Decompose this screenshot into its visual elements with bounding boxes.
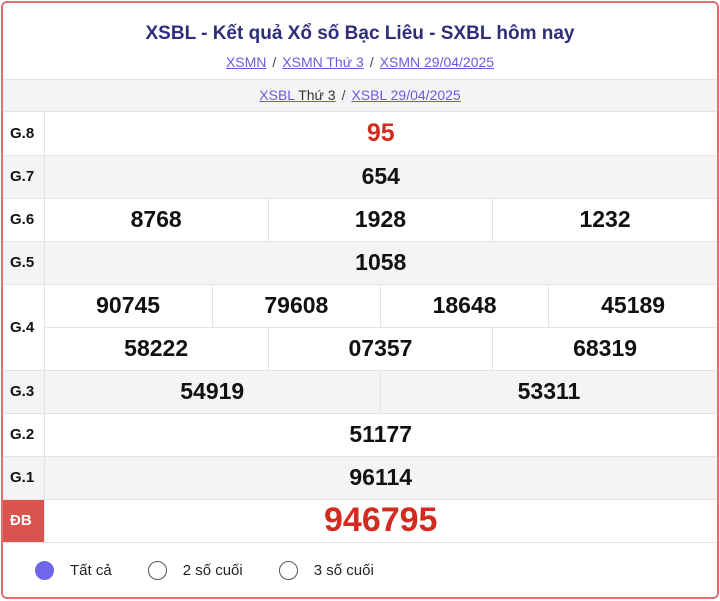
sub-nav: XSBL Thứ 3/XSBL 29/04/2025 — [3, 79, 717, 112]
prize-value: 68319 — [492, 327, 717, 371]
row-g8: G.8 95 — [3, 112, 717, 156]
filter-last2[interactable]: 2 số cuối — [147, 560, 243, 580]
row-g1: G.1 96114 — [3, 456, 717, 500]
page-title: XSBL - Kết quả Xổ số Bạc Liêu - SXBL hôm… — [145, 23, 575, 44]
prize-value: 79608 — [211, 284, 381, 328]
prize-label: G.5 — [3, 241, 45, 285]
breadcrumb-xsmn-thu3[interactable]: XSMN Thứ 3 — [282, 54, 364, 70]
prize-label: G.8 — [3, 112, 45, 156]
prize-label: G.6 — [3, 198, 45, 242]
special-prize-value: 946795 — [44, 499, 717, 543]
prize-label: G.3 — [3, 370, 45, 414]
breadcrumb-xsmn[interactable]: XSMN — [225, 54, 267, 70]
display-filter: Tất cả 2 số cuối 3 số cuối — [3, 543, 717, 580]
xsbl-link-suffix: Thứ 3 — [298, 87, 336, 103]
row-g4b: 58222 07357 68319 — [3, 327, 717, 371]
prize-value: 96114 — [44, 456, 717, 500]
prize-value: 1058 — [44, 241, 717, 285]
radio-icon[interactable] — [278, 560, 298, 580]
prize-label: G.7 — [3, 155, 45, 199]
prize-value: 18648 — [379, 284, 549, 328]
prize-value: 51177 — [44, 413, 717, 457]
prize-value: 90745 — [44, 284, 213, 328]
prize-label: G.1 — [3, 456, 45, 500]
row-g5: G.5 1058 — [3, 241, 717, 285]
row-g3: G.3 54919 53311 — [3, 370, 717, 414]
prize-value: 8768 — [44, 198, 269, 242]
prize-label: G.4 — [3, 284, 45, 371]
breadcrumb-xsmn-date[interactable]: XSMN 29/04/2025 — [379, 54, 495, 70]
prize-value: 45189 — [548, 284, 717, 328]
prize-value: 654 — [44, 155, 717, 199]
filter-label: Tất cả — [70, 561, 112, 579]
prize-label: ĐB — [3, 499, 45, 543]
row-g6: G.6 8768 1928 1232 — [3, 198, 717, 242]
prize-value: 54919 — [44, 370, 381, 414]
filter-last3[interactable]: 3 số cuối — [278, 560, 374, 580]
breadcrumb: XSMN / XSMN Thứ 3/XSMN 29/04/2025 — [225, 54, 495, 70]
filter-label: 3 số cuối — [313, 561, 374, 579]
row-g4: G.4 90745 79608 18648 45189 — [3, 284, 717, 371]
xsbl-thu3-link[interactable]: XSBL Thứ 3 — [259, 87, 335, 103]
results-table: G.8 95 G.7 654 G.6 8768 1928 1232 G.5 1058 G.4… — [3, 112, 717, 543]
prize-value: 07357 — [267, 327, 493, 371]
prize-value: 1232 — [492, 198, 717, 242]
row-db: ĐB 946795 — [3, 499, 717, 543]
prize-value: 95 — [44, 112, 717, 156]
filter-label: 2 số cuối — [182, 561, 243, 579]
prize-value: 58222 — [44, 327, 269, 371]
filter-all[interactable]: Tất cả — [35, 560, 112, 580]
xsbl-link-text: XSBL — [259, 87, 295, 103]
radio-checked-icon[interactable] — [35, 560, 54, 580]
radio-icon[interactable] — [147, 560, 167, 580]
row-g2: G.2 51177 — [3, 413, 717, 457]
prize-label: G.2 — [3, 413, 45, 457]
xsbl-date-link[interactable]: XSBL 29/04/2025 — [351, 87, 461, 103]
prize-value: 53311 — [379, 370, 717, 414]
prize-value: 1928 — [267, 198, 493, 242]
row-g7: G.7 654 — [3, 155, 717, 199]
